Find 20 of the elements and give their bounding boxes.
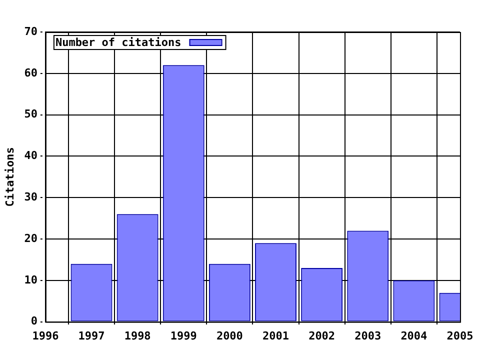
x-tick-label: 2000 — [216, 329, 243, 342]
x-tick-label: 1998 — [124, 329, 151, 342]
y-tick-label: 60 — [24, 66, 38, 80]
y-tick-label: 30 — [24, 190, 38, 204]
x-tick-label: 2004 — [400, 329, 428, 342]
x-tick-label: 1996 — [32, 329, 60, 342]
x-tick-label: 1999 — [170, 329, 197, 342]
y-tick-label: 50 — [24, 108, 38, 121]
y-tick-label: 20 — [24, 232, 38, 245]
y-tick-label: 10 — [24, 273, 38, 286]
x-tick-label: 2003 — [354, 329, 382, 342]
y-tick-label: 70 — [24, 24, 38, 38]
x-tick-label: 2001 — [262, 329, 290, 342]
x-tick-label: 2002 — [308, 329, 336, 342]
x-tick-label: 1997 — [78, 329, 105, 342]
legend-label: Number of citations — [55, 36, 182, 49]
y-tick-label: 40 — [24, 149, 38, 162]
y-tick-label: 0 — [30, 314, 38, 328]
y-axis-title: Citations — [3, 147, 16, 207]
x-tick-label: 2005 — [446, 329, 474, 342]
